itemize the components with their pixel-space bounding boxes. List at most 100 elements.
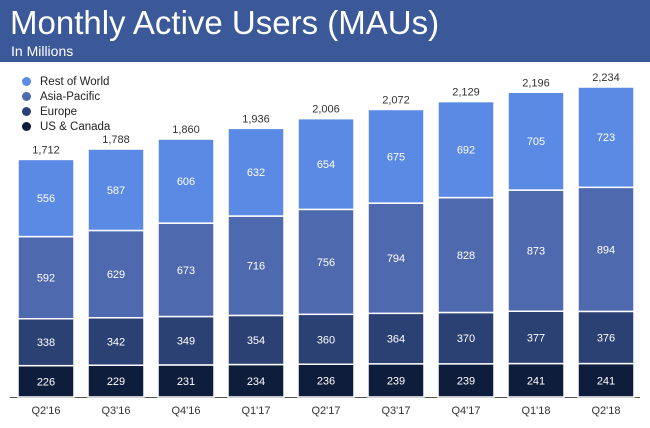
legend-item: Rest of World	[22, 74, 110, 89]
category-tick-label: Q2'17	[311, 405, 340, 417]
segment-value-label: 556	[37, 193, 55, 205]
chart-title: Monthly Active Users (MAUs)	[10, 4, 440, 41]
bar-segment-asia-pacific-8	[577, 186, 635, 313]
segment-value-label: 592	[37, 273, 55, 285]
legend-item: US & Canada	[22, 119, 110, 134]
bar-segment-europe-7	[507, 310, 565, 365]
bar-segment-europe-5	[367, 312, 425, 365]
total-value-label: 2,129	[452, 87, 480, 99]
bar-segment-us-canada-3	[227, 363, 285, 398]
legend-swatch-icon	[22, 77, 31, 86]
total-value-label: 1,860	[172, 124, 200, 136]
segment-value-label: 673	[177, 265, 195, 277]
segment-value-label: 723	[597, 132, 615, 144]
bar-segment-asia-pacific-7	[507, 189, 565, 312]
bar-segment-rest-of-world-3	[227, 127, 285, 217]
segment-value-label: 364	[387, 334, 405, 346]
segment-value-label: 756	[317, 257, 335, 269]
segment-value-label: 229	[107, 376, 125, 388]
bar-segment-rest-of-world-8	[577, 86, 635, 189]
legend-swatch-icon	[22, 122, 31, 131]
category-tick-label: Q4'16	[171, 405, 200, 417]
bar-segment-asia-pacific-6	[437, 196, 495, 314]
legend-swatch-icon	[22, 92, 31, 101]
legend-swatch-icon	[22, 107, 31, 116]
category-tick-label: Q2'16	[31, 405, 60, 417]
bar-segment-rest-of-world-7	[507, 91, 565, 191]
segment-value-label: 370	[457, 333, 475, 345]
legend-label: Rest of World	[40, 75, 110, 88]
bar-segment-europe-1	[87, 317, 145, 366]
segment-value-label: 241	[527, 375, 545, 387]
segment-value-label: 632	[247, 167, 265, 179]
segment-value-label: 692	[457, 145, 475, 157]
segment-value-label: 606	[177, 176, 195, 188]
bar-segment-us-canada-2	[157, 364, 215, 398]
bar-segment-us-canada-1	[87, 364, 145, 398]
segment-value-label: 873	[527, 246, 545, 258]
bar-segment-europe-4	[297, 313, 355, 366]
segment-value-label: 894	[597, 244, 615, 256]
category-tick-label: Q4'17	[451, 405, 480, 417]
chart-subtitle: In Millions	[11, 43, 74, 59]
category-tick-label: Q1'18	[521, 405, 550, 417]
segment-value-label: 226	[37, 376, 55, 388]
segment-value-label: 234	[247, 376, 265, 388]
chart-legend: Rest of World Asia-Pacific Europe US & Cana…	[22, 74, 110, 134]
total-value-label: 1,936	[242, 113, 270, 125]
category-tick-label: Q3'16	[101, 405, 130, 417]
bar-segment-asia-pacific-1	[87, 229, 145, 319]
bar-segment-rest-of-world-4	[297, 117, 355, 211]
total-value-label: 2,234	[592, 72, 620, 84]
segment-value-label: 828	[457, 250, 475, 262]
segment-value-label: 587	[107, 185, 125, 197]
bar-segment-asia-pacific-4	[297, 208, 355, 316]
segment-value-label: 236	[317, 376, 335, 388]
segment-value-label: 794	[387, 253, 405, 265]
bar-segment-europe-2	[157, 315, 215, 366]
bar-segment-rest-of-world-6	[437, 100, 495, 199]
bar-segment-asia-pacific-0	[17, 235, 75, 320]
total-value-label: 1,712	[32, 144, 60, 156]
bar-segment-us-canada-5	[367, 363, 425, 398]
total-value-label: 1,788	[102, 134, 130, 146]
segment-value-label: 231	[177, 376, 195, 388]
bar-segment-rest-of-world-1	[87, 148, 145, 232]
category-tick-label: Q3'17	[381, 405, 410, 417]
segment-value-label: 654	[317, 159, 335, 171]
segment-value-label: 376	[597, 332, 615, 344]
legend-item: Asia-Pacific	[22, 89, 110, 104]
total-value-label: 2,006	[312, 104, 340, 116]
bar-segment-rest-of-world-5	[367, 108, 425, 204]
stacked-bar-chart: 226 338 592 556 1,712 Q2'16 229 342 629 587 1,788 Q…	[10, 72, 640, 417]
bar-segment-us-canada-7	[507, 362, 565, 398]
segment-value-label: 705	[527, 136, 545, 148]
segment-value-label: 239	[457, 375, 475, 387]
chart-header: Monthly Active Users (MAUs) In Millions	[0, 0, 650, 62]
segment-value-label: 354	[247, 335, 265, 347]
bar-segment-europe-8	[577, 310, 635, 365]
category-tick-label: Q1'17	[241, 405, 270, 417]
category-tick-label: Q2'18	[591, 405, 620, 417]
segment-value-label: 342	[107, 336, 125, 348]
segment-value-label: 629	[107, 269, 125, 281]
bar-segment-europe-6	[437, 311, 495, 365]
segment-value-label: 338	[37, 337, 55, 349]
bar-segment-us-canada-0	[17, 364, 75, 398]
segment-value-label: 716	[247, 261, 265, 273]
total-value-label: 2,072	[382, 94, 410, 106]
segment-value-label: 239	[387, 375, 405, 387]
bar-segment-rest-of-world-2	[157, 138, 215, 224]
legend-label: US & Canada	[40, 120, 111, 133]
segment-value-label: 360	[317, 334, 335, 346]
bar-segment-rest-of-world-0	[17, 158, 75, 238]
bar-segment-asia-pacific-3	[227, 215, 285, 317]
segment-value-label: 377	[527, 332, 545, 344]
bar-segment-asia-pacific-2	[157, 222, 215, 318]
bar-segment-us-canada-6	[437, 363, 495, 398]
legend-label: Asia-Pacific	[40, 90, 101, 103]
bar-segment-europe-0	[17, 317, 75, 367]
legend-item: Europe	[22, 104, 110, 119]
legend-label: Europe	[40, 105, 78, 118]
bar-segment-europe-3	[227, 314, 285, 366]
